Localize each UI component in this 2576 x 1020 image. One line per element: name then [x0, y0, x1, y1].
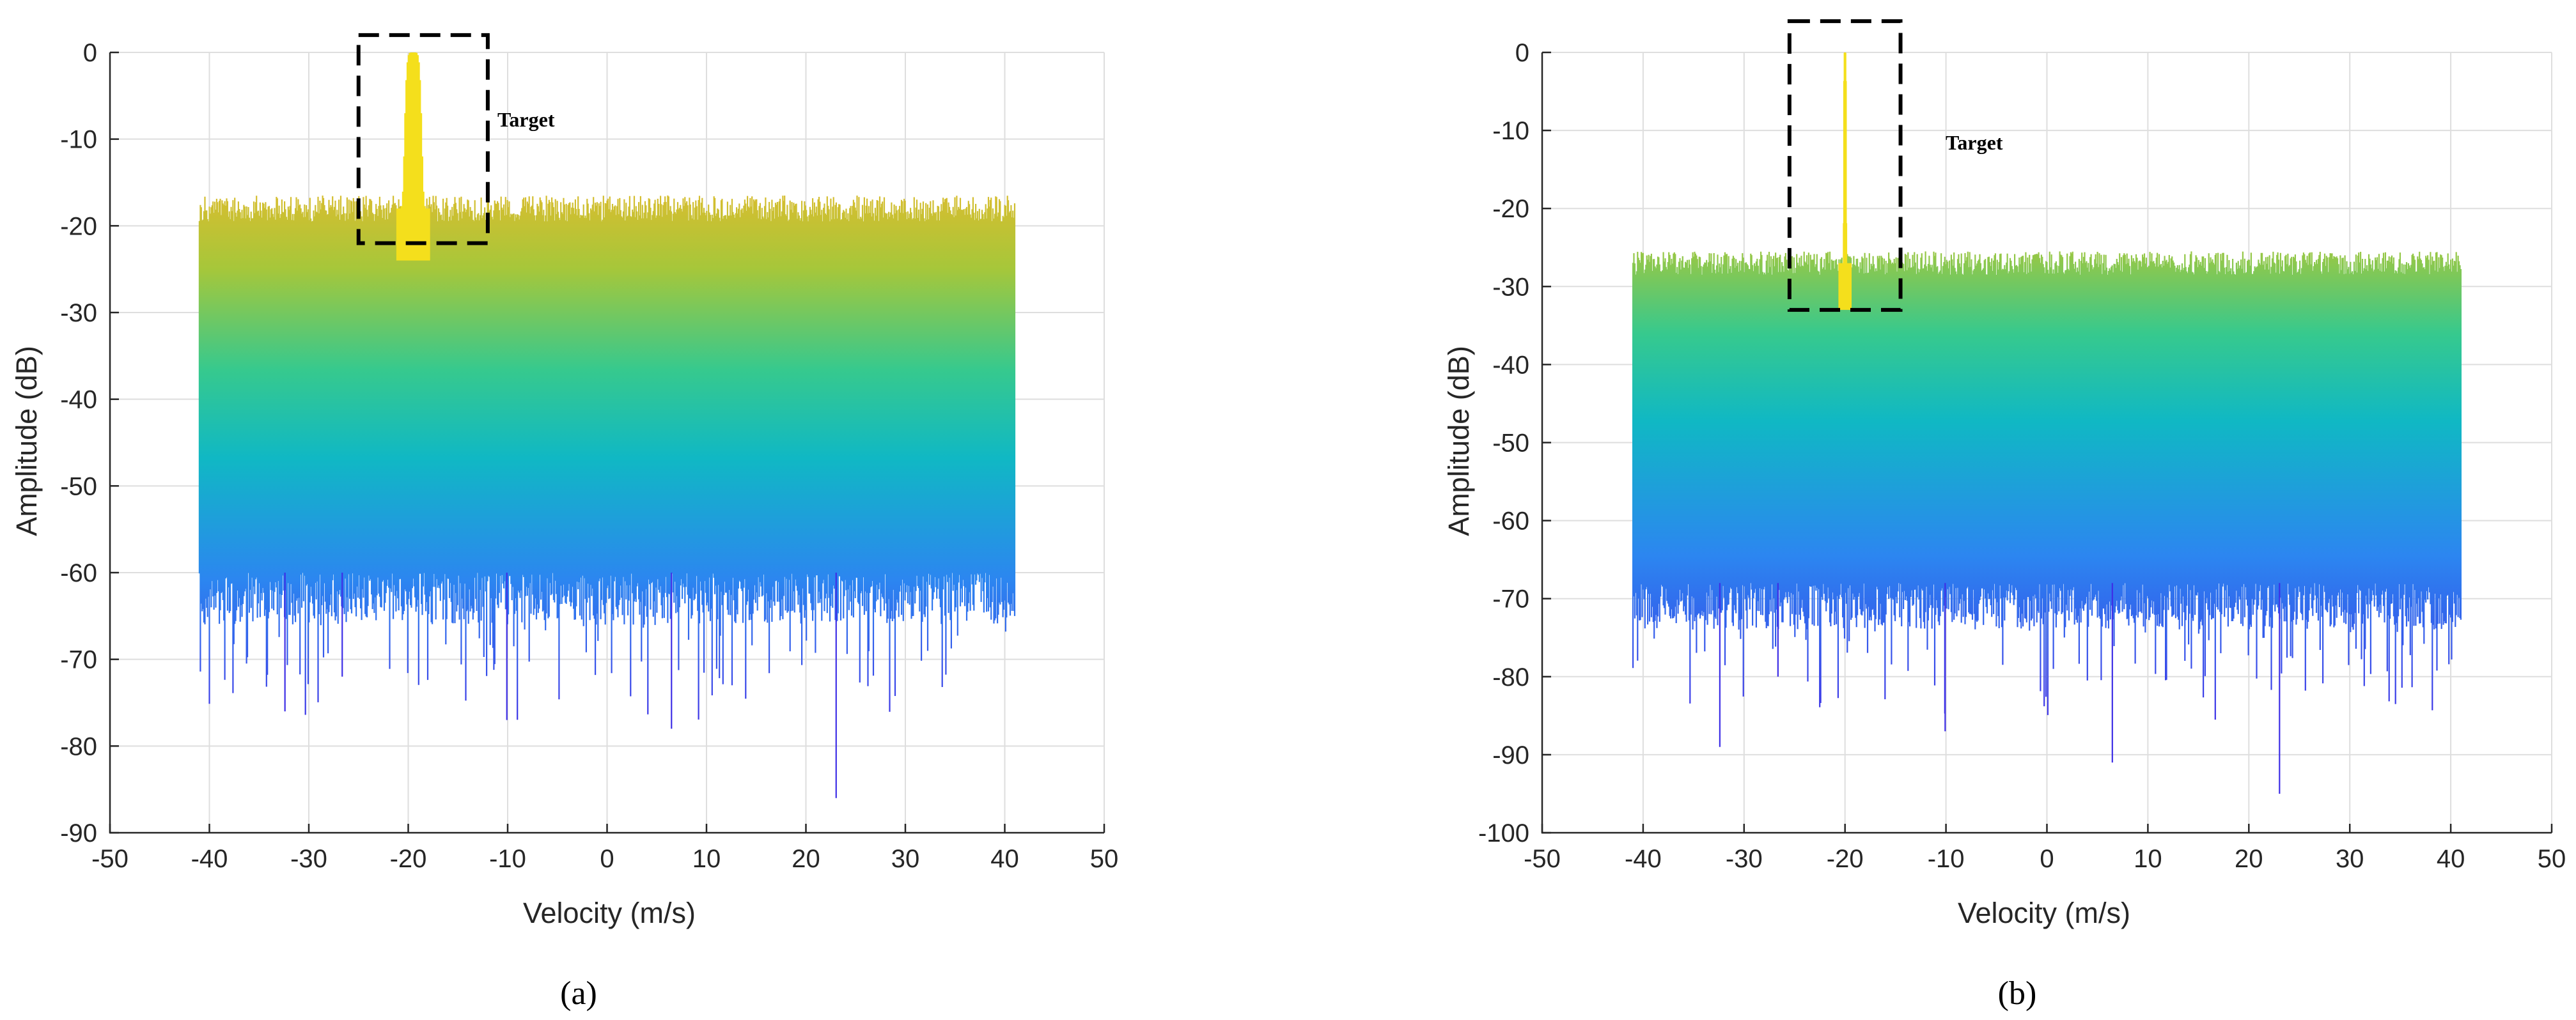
- y-tick-label: -60: [60, 559, 97, 587]
- y-tick-label: -70: [60, 646, 97, 674]
- x-ticks-a: -50 -40 -30 -20 -10 0 10 20 30 40 50: [91, 824, 1118, 873]
- x-tick-label: -20: [390, 845, 427, 873]
- y-axis-label-b: Amplitude (dB): [1442, 346, 1475, 536]
- y-tick-label: -40: [60, 386, 97, 414]
- x-tick-label: 0: [600, 845, 614, 873]
- y-tick-label: -100: [1478, 819, 1529, 847]
- x-tick-label: 0: [2040, 845, 2054, 873]
- x-tick-label: -50: [1524, 845, 1561, 873]
- x-tick-label: 40: [990, 845, 1019, 873]
- x-axis-label-a: Velocity (m/s): [523, 897, 696, 929]
- spectrum-a: [198, 52, 1016, 798]
- y-tick-label: -70: [1492, 585, 1529, 614]
- panel-b: -50 -40 -30 -20 -10 0 10 20 30 40 50 0-10-20-30-40…: [1442, 19, 2566, 1012]
- x-tick-label: -10: [1928, 845, 1965, 873]
- y-tick-label: 0: [1515, 39, 1529, 67]
- target-box-b: [1787, 19, 1903, 312]
- x-tick-label: 30: [2336, 845, 2364, 873]
- y-tick-label: 0: [83, 39, 97, 67]
- y-tick-label: -50: [1492, 429, 1529, 458]
- y-tick-label: -20: [1492, 195, 1529, 223]
- x-tick-label: -30: [290, 845, 327, 873]
- x-tick-label: -20: [1827, 845, 1864, 873]
- y-tick-label: -30: [60, 299, 97, 327]
- y-tick-label: -90: [60, 819, 97, 847]
- x-tick-label: 40: [2437, 845, 2465, 873]
- x-axis-label-b: Velocity (m/s): [1958, 897, 2130, 929]
- target-label-a: Target: [497, 108, 555, 131]
- y-tick-label: -40: [1492, 351, 1529, 379]
- y-tick-label: -80: [1492, 663, 1529, 692]
- target-peak: [396, 52, 430, 261]
- y-tick-label: -50: [60, 472, 97, 500]
- spectrum-b: [1632, 52, 2462, 794]
- y-tick-label: -80: [60, 732, 97, 761]
- caption-a: (a): [560, 975, 597, 1012]
- x-tick-label: 10: [2134, 845, 2162, 873]
- spectrum-noise-band: [198, 195, 1016, 720]
- y-tick-label: -20: [60, 212, 97, 240]
- panel-a: -50 -40 -30 -20 -10 0 10 20 30 40 50 0 -10 -20 -30 -40…: [10, 33, 1118, 1012]
- y-tick-label: -10: [60, 126, 97, 154]
- x-ticks-b: -50 -40 -30 -20 -10 0 10 20 30 40 50: [1524, 824, 2566, 873]
- x-tick-label: 30: [891, 845, 920, 873]
- caption-b: (b): [1998, 975, 2037, 1012]
- x-tick-label: -50: [91, 845, 129, 873]
- x-tick-label: 10: [692, 845, 721, 873]
- y-tick-label: -10: [1492, 117, 1529, 145]
- y-ticks-a: 0 -10 -20 -30 -40 -50 -60 -70 -80 -90: [60, 39, 119, 847]
- y-tick-label: -60: [1492, 507, 1529, 536]
- x-tick-label: 20: [792, 845, 820, 873]
- x-tick-label: -40: [1625, 845, 1662, 873]
- x-tick-label: 20: [2235, 845, 2263, 873]
- x-tick-label: -40: [191, 845, 228, 873]
- x-tick-label: -10: [489, 845, 526, 873]
- x-tick-label: 50: [1090, 845, 1119, 873]
- target-label-b: Target: [1946, 131, 2003, 154]
- target-box-a: [356, 33, 490, 245]
- y-axis-label-a: Amplitude (dB): [10, 346, 43, 536]
- target-peak: [1838, 52, 1852, 310]
- y-tick-label: -30: [1492, 273, 1529, 301]
- x-tick-label: 50: [2538, 845, 2566, 873]
- y-tick-label: -90: [1492, 741, 1529, 769]
- x-tick-label: -30: [1726, 845, 1763, 873]
- y-ticks-b: 0 -10 -20 -30 -40 -50 -60 -70 -80 -90 -100: [1478, 39, 1551, 847]
- spectrum-noise-band: [1632, 251, 2462, 720]
